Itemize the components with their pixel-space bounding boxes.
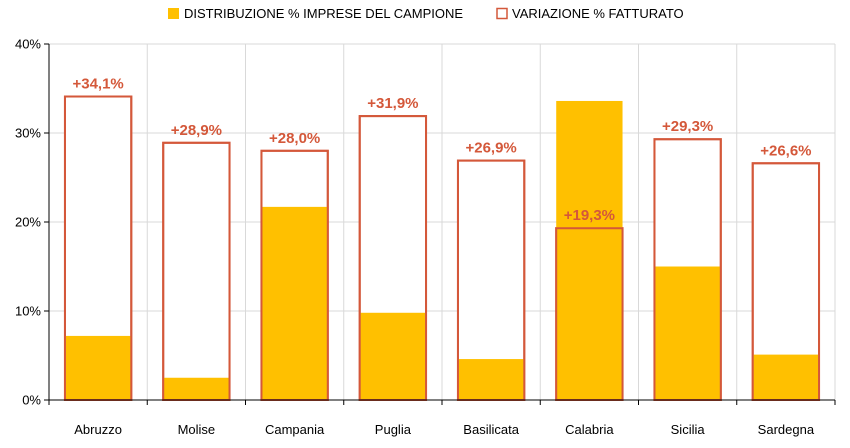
bar-distribuzione [457,359,525,400]
data-label-variazione: +26,9% [465,140,516,157]
bar-distribuzione [752,354,820,400]
data-label-variazione: +26,6% [760,142,811,159]
y-tick-label: 20% [15,215,41,230]
data-label-variazione: +28,0% [269,130,320,147]
bar-distribuzione [556,100,623,401]
bar-distribuzione [64,335,132,400]
x-tick-label: Sardegna [758,422,815,437]
bar-distribuzione [654,266,721,400]
data-label-variazione: +29,3% [662,118,713,135]
legend-label-distribuzione: DISTRIBUZIONE % IMPRESE DEL CAMPIONE [184,6,463,21]
x-tick-label: Puglia [375,422,412,437]
legend-swatch-distribuzione [168,8,179,19]
x-tick-label: Sicilia [671,422,706,437]
data-label-variazione: +19,3% [564,207,615,224]
x-tick-label: Basilicata [463,422,519,437]
axes: 0% 10% 20% 30% 40% Abruzzo Molise Campania Pugli… [15,37,836,437]
legend-label-variazione: VARIAZIONE % FATTURATO [512,6,684,21]
x-tick-label: Calabria [565,422,614,437]
bar-distribuzione [359,312,427,400]
y-tick-label: 10% [15,304,41,319]
bars [63,95,821,401]
data-labels: +34,1% +28,9% +28,0% +31,9% +26,9% +19,3% +29,… [72,76,811,225]
data-label-variazione: +28,9% [171,122,222,139]
legend: DISTRIBUZIONE % IMPRESE DEL CAMPIONE VAR… [168,6,684,21]
y-tick-label: 40% [15,37,41,52]
legend-swatch-variazione [496,7,508,20]
x-tick-label: Abruzzo [74,422,122,437]
x-tick-label: Campania [265,422,325,437]
bar-variazione [162,141,231,401]
bar-distribuzione [163,377,230,400]
bar-distribuzione [261,206,328,400]
data-label-variazione: +31,9% [367,95,418,112]
x-tick-label: Molise [178,422,216,437]
data-label-variazione: +34,1% [72,76,123,93]
y-tick-label: 30% [15,126,41,141]
y-tick-label: 0% [22,393,41,408]
